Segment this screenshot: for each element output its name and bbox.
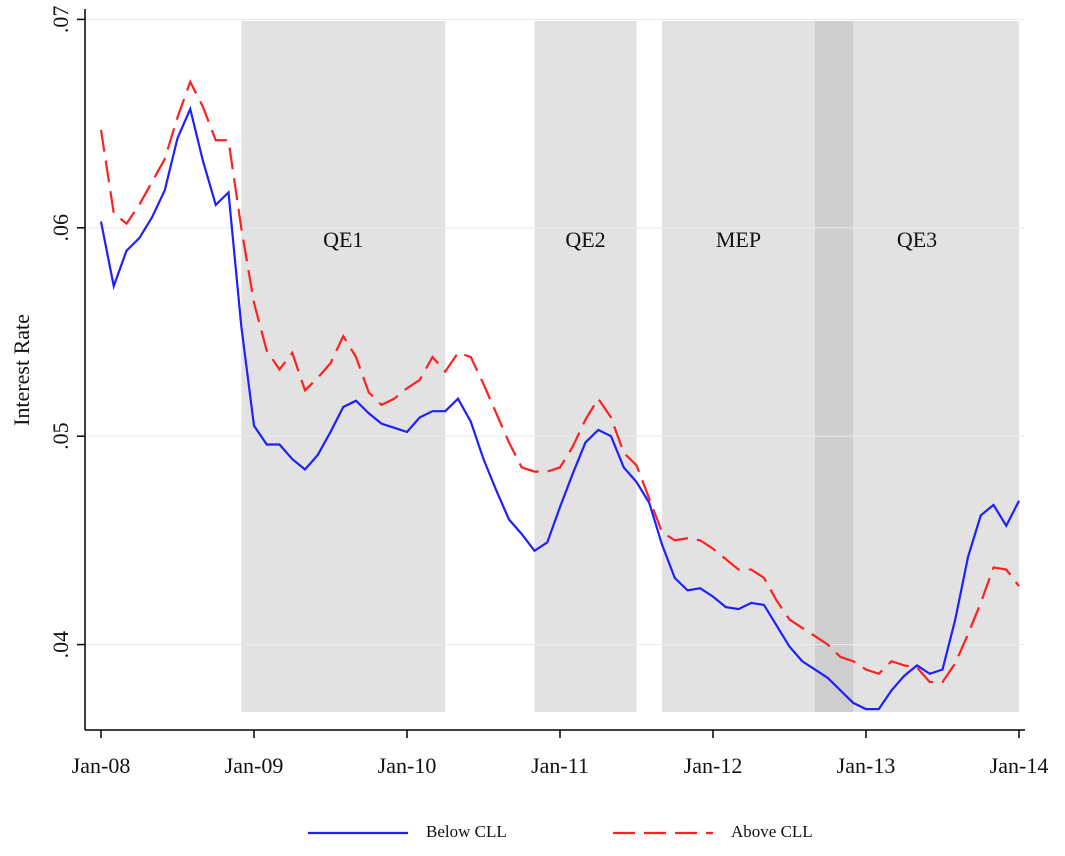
region-label: QE3: [897, 227, 937, 252]
x-tick-label: Jan-13: [837, 753, 896, 778]
legend-label: Above CLL: [731, 822, 813, 841]
y-tick-label: .05: [48, 422, 73, 450]
x-tick-label: Jan-11: [531, 753, 589, 778]
shaded-region: [662, 21, 854, 712]
data-line: [99, 105, 1020, 711]
x-tick-label: Jan-10: [378, 753, 437, 778]
x-tick-label: Jan-09: [225, 753, 284, 778]
y-tick-label: .04: [48, 631, 73, 659]
region-label: MEP: [716, 227, 761, 252]
region-label: QE2: [565, 227, 605, 252]
y-tick-label: .06: [48, 214, 73, 242]
y-tick-label: .07: [48, 6, 73, 34]
x-tick-label: Jan-08: [72, 753, 131, 778]
x-tick-label: Jan-12: [684, 753, 743, 778]
region-label: QE1: [323, 227, 363, 252]
shaded-region: [241, 21, 446, 712]
data-line: [99, 79, 1020, 684]
shaded-region: [815, 21, 1019, 712]
y-axis-label: Interest Rate: [9, 314, 34, 426]
shaded-region: [534, 21, 637, 712]
legend-label: Below CLL: [426, 822, 507, 841]
x-tick-label: Jan-14: [990, 753, 1049, 778]
